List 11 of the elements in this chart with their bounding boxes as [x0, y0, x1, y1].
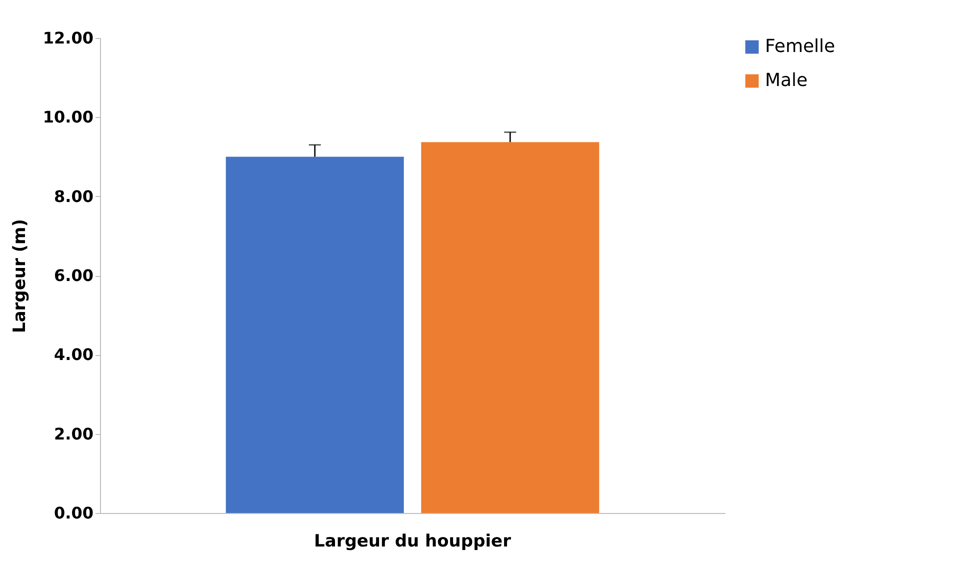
- y-tick-label: 0.00: [54, 504, 94, 522]
- y-tick-label: 12.00: [42, 28, 94, 48]
- y-axis-title: Largeur (m): [10, 218, 30, 334]
- legend-label: Femelle: [765, 36, 836, 57]
- y-tick-label: 2.00: [54, 424, 94, 444]
- y-tick-label: 10.00: [42, 108, 94, 127]
- y-tick-label: 4.00: [54, 345, 94, 364]
- y-tick-label: 6.00: [54, 266, 94, 285]
- y-tick-label: 8.00: [54, 186, 94, 206]
- legend-label: Male: [765, 70, 808, 91]
- x-tick-label: Largeur du houppier: [314, 532, 512, 552]
